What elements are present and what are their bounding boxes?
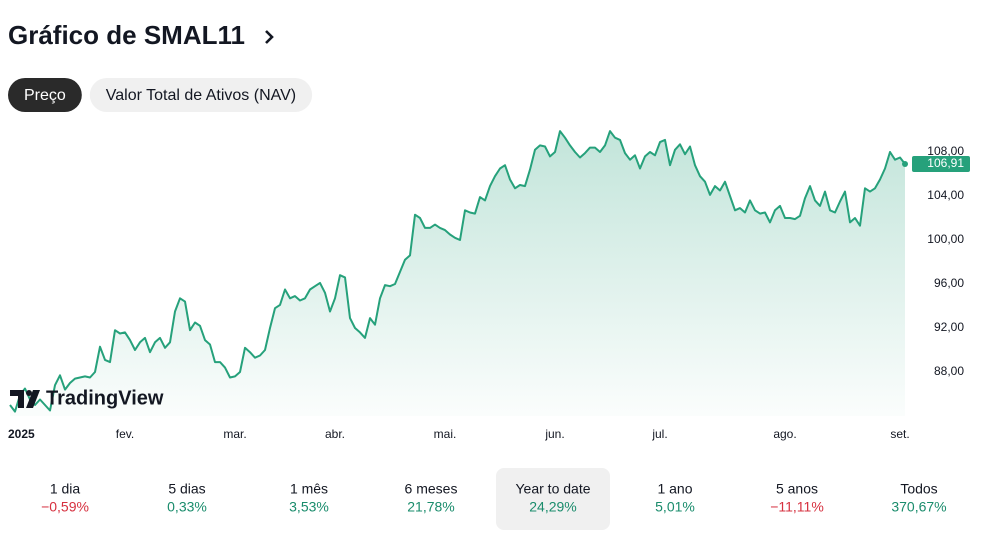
tab-label[interactable]: Preço (24, 87, 66, 104)
x-tick-label: jun. (544, 427, 564, 441)
period-label[interactable]: 5 anos (776, 481, 818, 497)
period-label[interactable]: 5 dias (168, 481, 205, 497)
period-change[interactable]: 0,33% (167, 499, 207, 515)
x-tick-label: fev. (116, 427, 134, 441)
tab[interactable] (8, 78, 82, 112)
area (10, 131, 905, 416)
period-label[interactable]: 6 meses (405, 481, 458, 497)
period-change[interactable]: 24,29% (529, 499, 576, 515)
period-label[interactable]: Todos (900, 481, 937, 497)
title: Gráfico de SMAL11 (8, 20, 245, 50)
period-change[interactable]: −0,59% (41, 499, 89, 515)
y-tick-label: 104,00 (927, 188, 964, 202)
tab-label[interactable]: Valor Total de Ativos (NAV) (106, 87, 296, 104)
x-tick-label: 2025 (8, 427, 35, 441)
period-label[interactable]: Year to date (516, 481, 591, 497)
period-change[interactable]: 5,01% (655, 499, 695, 515)
y-tick-label: 96,00 (934, 276, 964, 290)
last-point (902, 160, 908, 167)
x-tick-label: mar. (223, 427, 246, 441)
x-tick-label: abr. (325, 427, 345, 441)
y-tick-label: 108,00 (927, 144, 964, 158)
period-change[interactable]: 21,78% (407, 499, 454, 515)
y-tick-label: 92,00 (934, 320, 964, 334)
period-highlight[interactable] (496, 468, 610, 530)
chevron[interactable] (265, 30, 274, 44)
x-tick-label: jul. (651, 427, 667, 441)
last-price: 106,91 (927, 156, 964, 170)
line (9, 130, 906, 413)
price-badge (912, 155, 970, 172)
period-change[interactable]: −11,11% (770, 499, 824, 515)
x-tick-label: mai. (434, 427, 457, 441)
tab[interactable] (89, 78, 313, 112)
period-label[interactable]: 1 dia (50, 481, 81, 497)
watermark-logo (10, 390, 40, 408)
period-label[interactable]: 1 ano (657, 481, 692, 497)
period-label[interactable]: 1 mês (290, 481, 328, 497)
y-tick-label: 88,00 (934, 364, 964, 378)
period-change[interactable]: 370,67% (891, 499, 946, 515)
x-tick-label: ago. (773, 427, 796, 441)
watermark: TradingView (46, 387, 164, 409)
period-change[interactable]: 3,53% (289, 499, 329, 515)
y-tick-label: 100,00 (927, 232, 964, 246)
x-tick-label: set. (890, 427, 909, 441)
